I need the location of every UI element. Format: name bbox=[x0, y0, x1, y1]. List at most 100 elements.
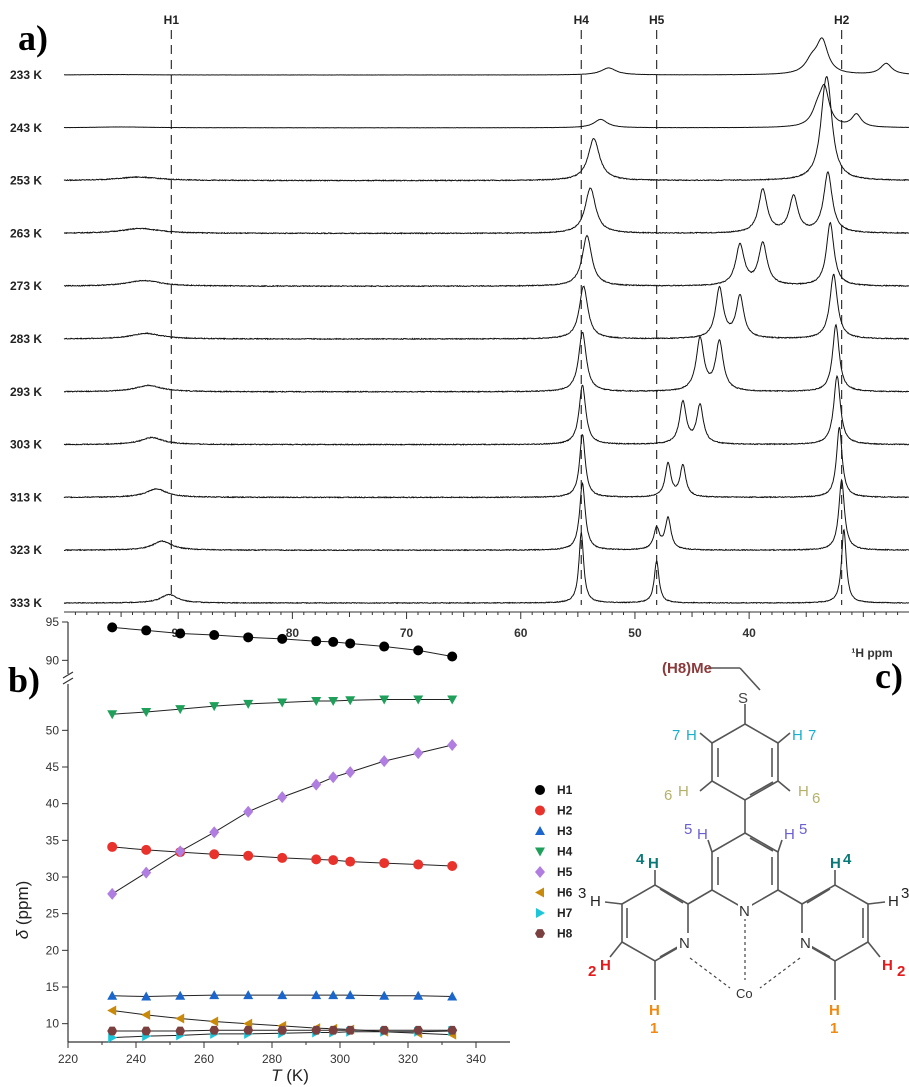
fit-line-h1 bbox=[112, 626, 453, 657]
ppm-tick-label: 40 bbox=[742, 626, 756, 640]
h1-right-number: 1 bbox=[830, 1020, 838, 1037]
spectrum-trace bbox=[63, 374, 909, 446]
data-point-h2 bbox=[209, 849, 220, 860]
data-point-h6 bbox=[175, 1013, 185, 1024]
legend-label-h6: H6 bbox=[557, 886, 573, 900]
spectrum-trace bbox=[63, 221, 909, 288]
legend-label-h3: H3 bbox=[557, 824, 573, 838]
peak-label-h4: H4 bbox=[574, 13, 590, 27]
data-point-h1 bbox=[328, 636, 339, 647]
data-point-h4 bbox=[243, 699, 254, 709]
data-point-h3 bbox=[328, 990, 339, 1000]
data-point-h4 bbox=[379, 695, 390, 705]
temperature-label: 303 K bbox=[10, 438, 42, 452]
h5-right-h: H bbox=[784, 826, 795, 843]
temperature-label: 293 K bbox=[10, 385, 42, 399]
h4-right-h: H bbox=[830, 855, 841, 872]
legend-marker-h6 bbox=[535, 887, 544, 898]
h3-left-h: H bbox=[590, 893, 601, 910]
y-tick-label: 45 bbox=[46, 760, 60, 774]
data-point-h6 bbox=[107, 1005, 117, 1016]
data-point-h5 bbox=[209, 826, 220, 839]
data-point-h8 bbox=[107, 1026, 118, 1036]
data-point-h2 bbox=[141, 844, 152, 855]
data-point-h5 bbox=[413, 747, 424, 760]
ppm-tick-label: 80 bbox=[286, 626, 300, 640]
panel-c-label: c) bbox=[875, 656, 903, 696]
legend-label-h5: H5 bbox=[557, 865, 573, 879]
legend-marker-h5 bbox=[535, 866, 545, 878]
y-tick-label: 25 bbox=[46, 907, 60, 921]
data-point-h1 bbox=[209, 630, 220, 641]
panel-b-shift-vs-temperature: b) 220 240 260 280 300 320 340 10 15 20 25 30 35 40 45… bbox=[8, 615, 573, 1085]
y-tick-label: 50 bbox=[46, 723, 60, 737]
spectrum-trace bbox=[63, 528, 909, 605]
y-tick-label: 15 bbox=[46, 980, 60, 994]
peak-label-h2: H2 bbox=[834, 13, 850, 27]
legend-marker-h4 bbox=[535, 847, 545, 857]
h6-right-number: 6 bbox=[812, 790, 820, 807]
data-point-h6 bbox=[209, 1016, 219, 1027]
h4-right-number: 4 bbox=[843, 851, 852, 868]
legend: H1 H2 H3 H4 H5 H6 H7 H8 bbox=[535, 783, 573, 941]
data-point-h2 bbox=[107, 841, 118, 852]
h5-left-number: 5 bbox=[684, 821, 692, 838]
sulfur-label: S bbox=[738, 690, 748, 707]
h6-left-h: H bbox=[678, 783, 689, 800]
data-point-h3 bbox=[141, 991, 152, 1001]
panel-a-label: a) bbox=[18, 18, 48, 58]
x-tick-label: 240 bbox=[126, 1052, 146, 1066]
h6-left-number: 6 bbox=[664, 787, 672, 804]
data-point-h4 bbox=[141, 708, 152, 717]
fit-line-h2 bbox=[112, 846, 453, 867]
legend-marker-h7 bbox=[536, 908, 545, 918]
data-point-h4 bbox=[175, 705, 186, 715]
spectrum-trace bbox=[63, 171, 909, 235]
legend-label-h4: H4 bbox=[557, 845, 573, 859]
data-point-h4 bbox=[345, 696, 356, 706]
x-tick-label: 220 bbox=[58, 1052, 78, 1066]
temperature-label: 323 K bbox=[10, 543, 42, 557]
fit-line-h4 bbox=[112, 699, 453, 715]
h1-left-h: H bbox=[649, 1002, 660, 1019]
data-point-h1 bbox=[379, 641, 390, 652]
h3-right-h: H bbox=[888, 893, 899, 910]
data-point-h8 bbox=[243, 1025, 254, 1035]
data-point-h5 bbox=[107, 887, 118, 900]
y-axis-title: δ (ppm) bbox=[13, 881, 32, 940]
h8-methyl-label: (H8)Me bbox=[662, 660, 712, 677]
data-point-h2 bbox=[447, 861, 458, 871]
data-point-h3 bbox=[379, 990, 390, 1000]
y-axis-title-delta: δ bbox=[13, 929, 32, 939]
fit-line-h5 bbox=[111, 744, 453, 895]
data-point-h3 bbox=[175, 990, 186, 1000]
cobalt-label: Co bbox=[736, 986, 753, 1001]
n-right-bg bbox=[798, 933, 812, 951]
y-tick-label: 30 bbox=[46, 870, 60, 884]
legend-marker-h8 bbox=[535, 929, 545, 938]
temperature-label: 273 K bbox=[10, 279, 42, 293]
guide-lines: H1 H4 H5 H2 bbox=[164, 13, 850, 605]
data-points bbox=[107, 622, 458, 1043]
panel-c-molecular-structure: c) bbox=[578, 656, 909, 1037]
h7-left-number: 7 bbox=[672, 727, 680, 744]
temperature-label: 243 K bbox=[10, 121, 42, 135]
data-point-h3 bbox=[345, 990, 356, 1000]
legend-label-h1: H1 bbox=[557, 783, 573, 797]
spectrum-trace bbox=[63, 323, 909, 394]
spectra-traces bbox=[63, 37, 909, 605]
x-tick-label: 300 bbox=[330, 1052, 350, 1066]
x-tick-label: 320 bbox=[398, 1052, 418, 1066]
data-point-h3 bbox=[107, 990, 118, 1000]
data-point-h4 bbox=[209, 702, 220, 712]
data-point-h8 bbox=[311, 1025, 322, 1035]
data-point-h8 bbox=[209, 1025, 220, 1035]
fit-lines bbox=[111, 626, 453, 1039]
coordination-bonds bbox=[689, 912, 801, 989]
data-point-h1 bbox=[243, 632, 254, 643]
x-axis-title: T (K) bbox=[271, 1066, 309, 1085]
data-point-h1 bbox=[413, 645, 424, 656]
x-axis-title-T: T bbox=[271, 1066, 283, 1085]
ppm-tick-label: 70 bbox=[400, 626, 414, 640]
